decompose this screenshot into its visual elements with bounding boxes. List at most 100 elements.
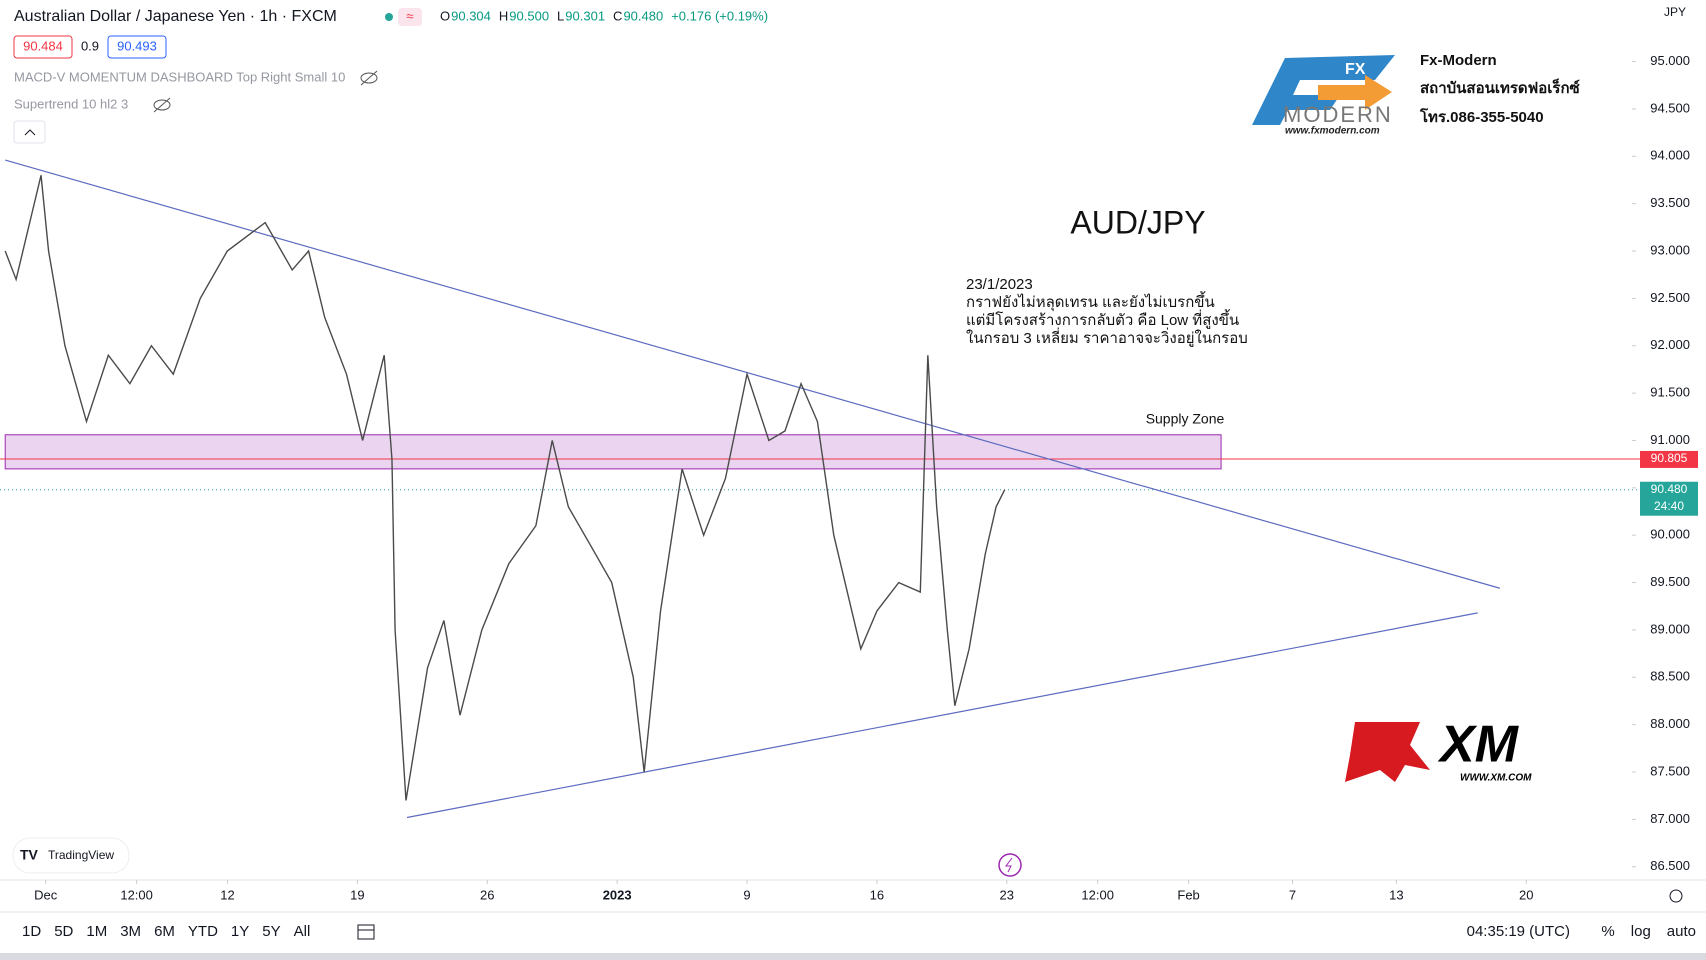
annotation: 23/1/2023 <box>966 276 1033 293</box>
ask-box[interactable] <box>107 35 167 59</box>
status-icon-glyph: ≈ <box>406 8 413 23</box>
bid: 90.484 <box>23 38 63 53</box>
xm-url: WWW.XM.COM <box>1460 773 1532 784</box>
events-icon[interactable] <box>998 853 1022 877</box>
x-tick-label: 23 <box>1000 887 1014 902</box>
range-button[interactable]: All <box>294 923 311 940</box>
calendar-icon[interactable] <box>357 924 375 940</box>
trendline <box>406 612 1478 819</box>
bid-box[interactable] <box>13 35 73 59</box>
tradingview-badge[interactable] <box>12 837 130 874</box>
y-tick-label: 94.500 <box>1650 100 1690 115</box>
y-tick-label: 93.500 <box>1650 195 1690 210</box>
events-glyph <box>1005 857 1013 873</box>
tradingview-icon: TV <box>20 847 39 863</box>
x-tick-label: 12:00 <box>120 887 153 902</box>
fx-brand: FX <box>1345 61 1366 78</box>
y-tick-label: 94.000 <box>1650 148 1690 163</box>
currency[interactable]: JPY <box>1664 5 1686 19</box>
ohlc-key: L <box>557 8 564 23</box>
price-tag <box>1640 481 1698 516</box>
price-tag <box>1640 450 1698 468</box>
status-dot <box>385 13 393 21</box>
y-tick-label: 92.500 <box>1650 290 1690 305</box>
y-tick-label: 91.500 <box>1650 385 1690 400</box>
supply-zone <box>4 434 1222 470</box>
fx-sub: MODERN <box>1283 102 1393 127</box>
range-button[interactable]: 1M <box>86 923 107 940</box>
chart-title: AUD/JPY <box>1070 204 1205 240</box>
annotation: แต่มีโครงสร้างการกลับตัว คือ Low ที่สูงข… <box>966 309 1239 329</box>
ohlc: O 90.304 H 90.500 L 90.301 C 90.480 +0.176 (+0.1… <box>440 8 768 23</box>
ohlc-value: 90.480 <box>623 8 663 23</box>
y-tick-label: 88.000 <box>1650 716 1690 731</box>
y-tick-label: 89.000 <box>1650 621 1690 636</box>
status-icon <box>398 8 422 26</box>
ohlc-value: 90.500 <box>509 8 549 23</box>
axis-option[interactable]: % <box>1601 923 1614 940</box>
xm-text: XM <box>1437 716 1520 774</box>
fx-logo: FX MODERN www.fxmodern.com Fx-Modern สถา… <box>1252 52 1580 137</box>
x-tick-label: 16 <box>870 887 884 902</box>
ohlc-value: 90.301 <box>565 8 605 23</box>
fx-url: www.fxmodern.com <box>1285 126 1380 137</box>
price-tag-label: 90.805 <box>1651 451 1688 465</box>
collapse-icon <box>24 129 36 136</box>
y-tick-label: 93.000 <box>1650 242 1690 257</box>
change: +0.176 (+0.19%) <box>671 8 768 23</box>
range-button[interactable]: 6M <box>154 923 175 940</box>
range-button[interactable]: YTD <box>188 923 218 940</box>
annotation: กราฟยังไม่หลุดเทรน และยังไม่เบรกขึ้น <box>966 291 1215 312</box>
indicator: Supertrend 10 hl2 3 <box>14 96 128 111</box>
ohlc-value: 90.304 <box>451 8 491 23</box>
y-tick-label: 89.500 <box>1650 574 1690 589</box>
axis-option[interactable]: log <box>1631 923 1651 940</box>
x-tick-label: 9 <box>743 887 750 902</box>
spread: 0.9 <box>81 38 99 53</box>
axis-option[interactable]: auto <box>1667 923 1696 940</box>
x-tick-label: 26 <box>480 887 494 902</box>
eye-off-icon[interactable] <box>360 70 378 86</box>
range-button[interactable]: 1Y <box>231 923 249 940</box>
tradingview-label: TradingView <box>48 848 114 862</box>
ohlc-key: H <box>499 8 508 23</box>
x-tick-label: 13 <box>1389 887 1403 902</box>
x-tick-label: 12:00 <box>1081 887 1114 902</box>
range-button[interactable]: 5D <box>54 923 73 940</box>
y-tick-label: 86.500 <box>1650 858 1690 873</box>
supply-zone-label: Supply Zone <box>1146 411 1225 427</box>
xm-logo: XM WWW.XM.COM <box>1345 716 1532 784</box>
bottom-strip <box>0 953 1706 960</box>
collapse-button[interactable] <box>13 120 46 144</box>
price-countdown: 24:40 <box>1654 499 1684 513</box>
settings-icon[interactable] <box>1669 889 1683 903</box>
x-tick-label: 7 <box>1289 887 1296 902</box>
range-button[interactable]: 5Y <box>262 923 280 940</box>
y-tick-label: 87.000 <box>1650 811 1690 826</box>
range-button[interactable]: 1D <box>22 923 41 940</box>
y-tick-label: 87.500 <box>1650 763 1690 778</box>
x-tick-label: 2023 <box>603 887 632 902</box>
indicator: MACD-V MOMENTUM DASHBOARD Top Right Smal… <box>14 69 345 84</box>
y-tick-label: 90.000 <box>1650 527 1690 542</box>
clock[interactable]: 04:35:19 (UTC) <box>1467 923 1570 940</box>
x-tick-label: 12 <box>220 887 234 902</box>
x-tick-label: 19 <box>350 887 364 902</box>
ohlc-key: C <box>613 8 622 23</box>
x-tick-label: 20 <box>1519 887 1533 902</box>
x-tick-label: Dec <box>34 887 58 902</box>
y-tick-label: 95.000 <box>1650 53 1690 68</box>
range-button[interactable]: 3M <box>120 923 141 940</box>
y-tick-label: 91.000 <box>1650 432 1690 447</box>
eye-off-icon[interactable] <box>153 97 171 113</box>
fx-shape <box>1252 55 1395 125</box>
annotation: ในกรอบ 3 เหลี่ยม ราคาอาจจะวิ่งอยู่ในกรอบ <box>966 327 1248 347</box>
fx-line: สถาบันสอนเทรดฟอเร็กซ์ <box>1420 78 1580 97</box>
fx-line: โทร.086-355-5040 <box>1419 107 1544 126</box>
ohlc-key: O <box>440 8 450 23</box>
symbol-title: Australian Dollar / Japanese Yen · 1h · … <box>14 8 337 25</box>
